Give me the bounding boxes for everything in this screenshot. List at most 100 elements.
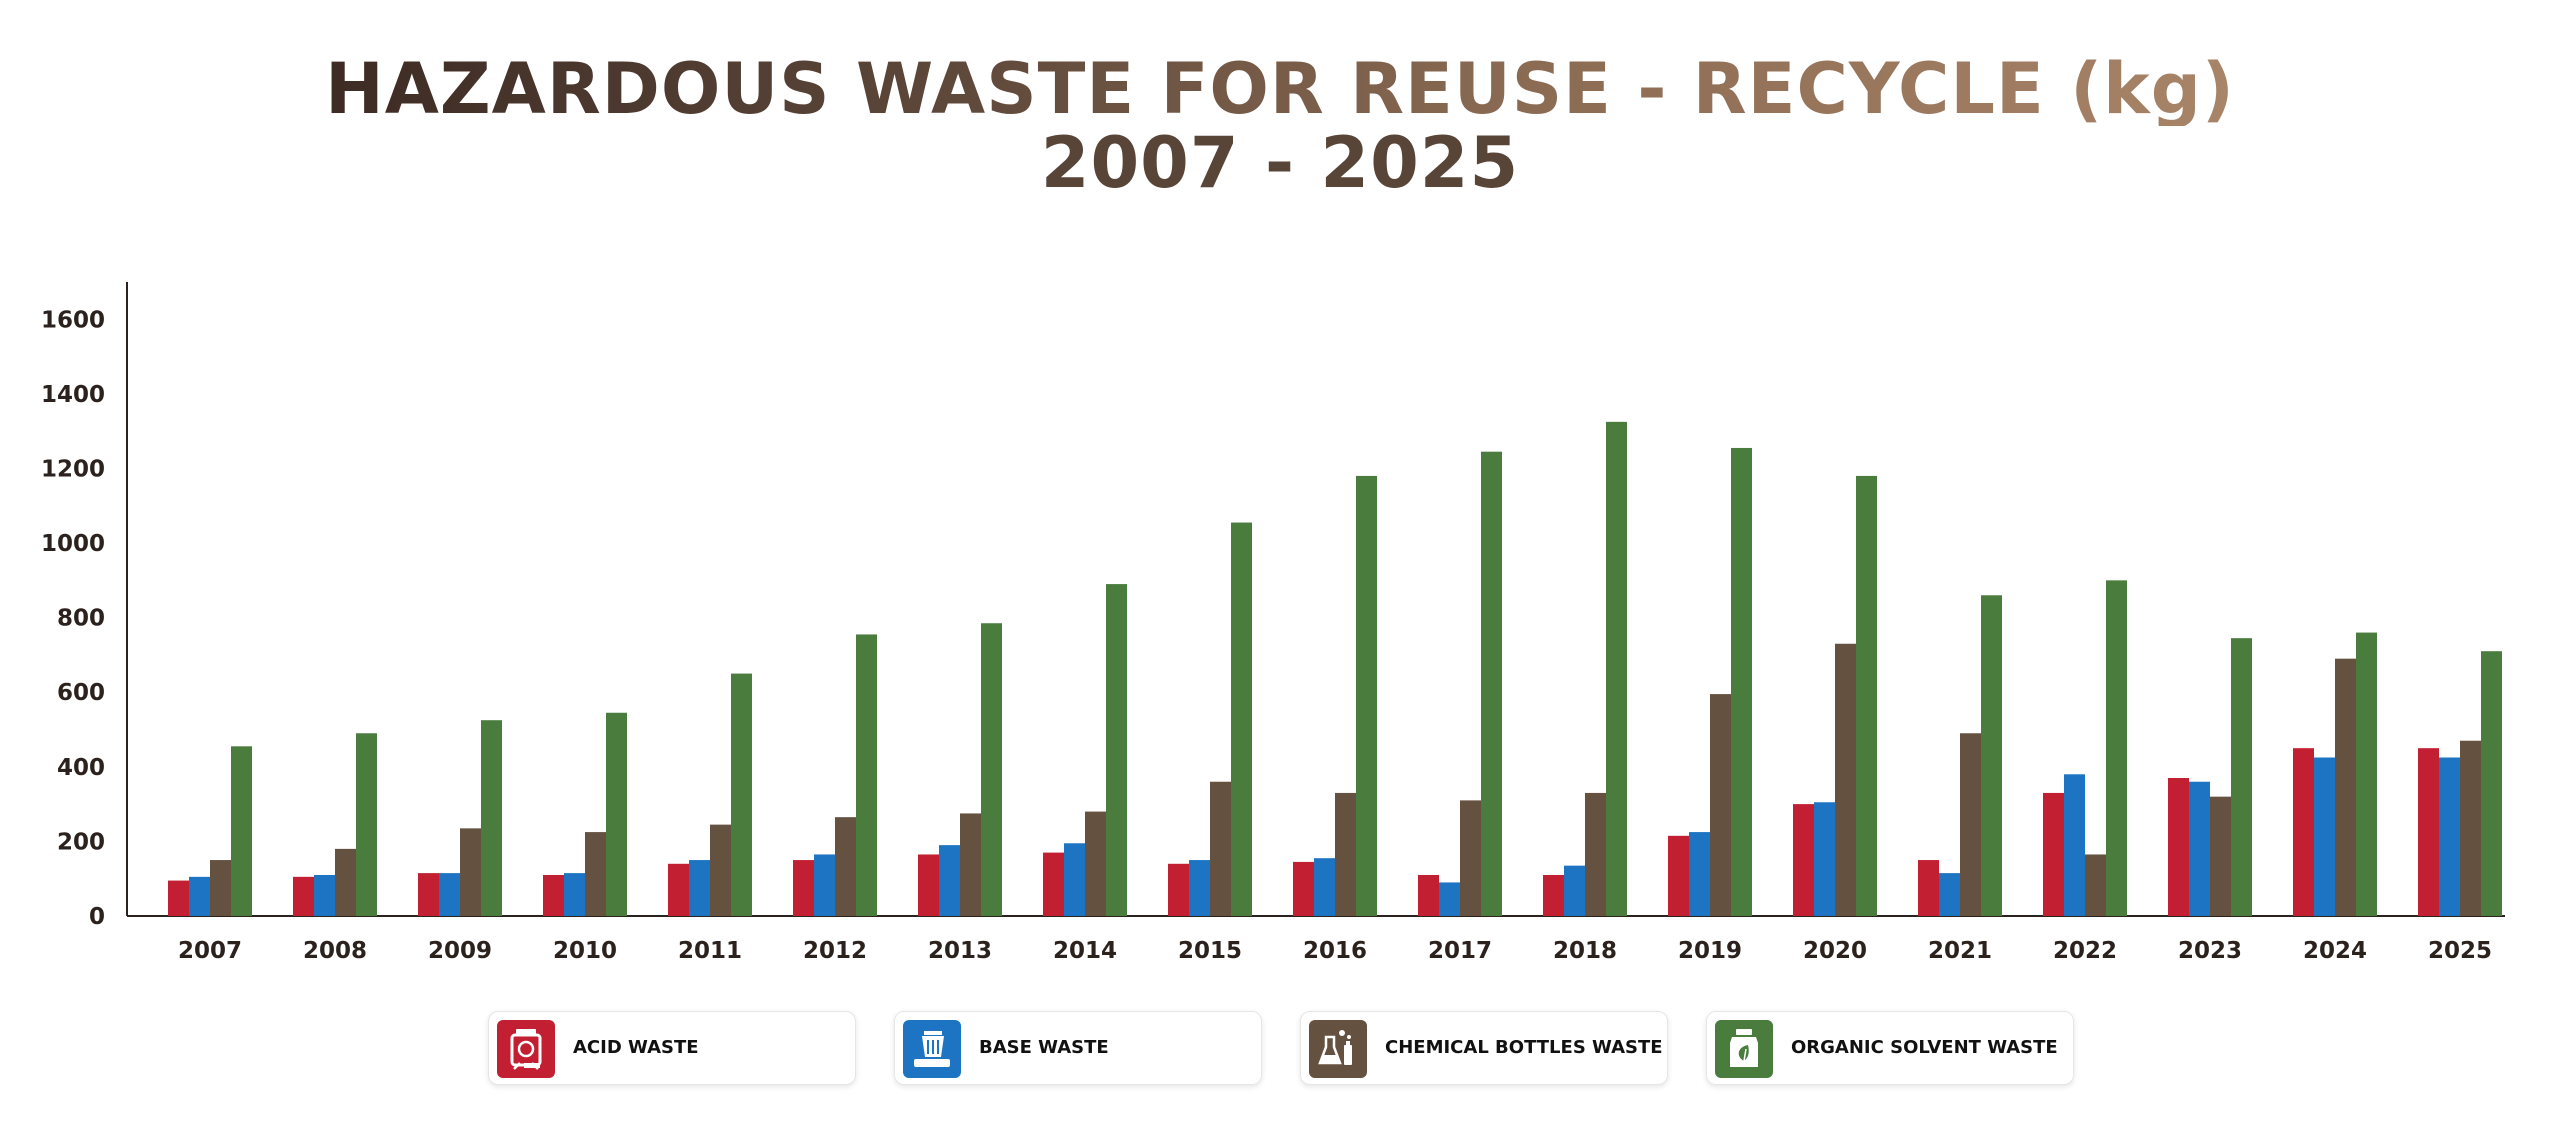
x-tick-label: 2011 [678,938,742,964]
x-tick-label: 2014 [1053,938,1117,964]
bar-base-waste-2009 [439,873,460,916]
bar-acid-waste-2014 [1043,852,1064,916]
bar-organic-solvent-waste-2020 [1856,475,1877,916]
bar-organic-solvent-waste-2011 [731,673,752,916]
legend-item-acid-waste[interactable]: ACID WASTE [488,1011,856,1085]
bar-organic-solvent-waste-2015 [1231,522,1252,916]
bar-organic-solvent-waste-2007 [231,746,252,916]
x-tick-label: 2017 [1428,938,1492,964]
bar-acid-waste-2011 [668,863,689,916]
bar-acid-waste-2018 [1543,874,1564,916]
legend-item-organic-solvent-waste[interactable]: ORGANIC SOLVENT WASTE [1706,1011,2074,1085]
bar-acid-waste-2016 [1293,861,1314,916]
bar-base-waste-2023 [2189,781,2210,916]
acid-container-icon [497,1020,555,1078]
x-tick-label: 2009 [428,938,492,964]
x-tick-label: 2021 [1928,938,1992,964]
bar-organic-solvent-waste-2022 [2106,580,2127,916]
bar-acid-waste-2017 [1418,874,1439,916]
legend-label: BASE WASTE [979,1037,1109,1058]
chemical-bottles-icon [1309,1020,1367,1078]
chart-title: HAZARDOUS WASTE FOR REUSE - RECYCLE (kg)… [0,52,2560,200]
x-tick-label: 2015 [1178,938,1242,964]
bar-base-waste-2021 [1939,873,1960,916]
bar-base-waste-2017 [1439,882,1460,916]
bar-organic-solvent-waste-2024 [2356,632,2377,916]
bar-chemical-bottles-waste-2010 [585,832,606,916]
bar-organic-solvent-waste-2017 [1481,451,1502,916]
legend-label: CHEMICAL BOTTLES WASTE [1385,1037,1663,1058]
x-tick-label: 2019 [1678,938,1742,964]
bar-acid-waste-2022 [2043,792,2064,916]
bar-chemical-bottles-waste-2012 [835,817,856,916]
bar-acid-waste-2010 [543,874,564,916]
bar-organic-solvent-waste-2008 [356,733,377,916]
y-tick-label: 1200 [41,456,105,482]
bar-acid-waste-2015 [1168,863,1189,916]
y-tick-label: 400 [57,755,105,781]
bar-base-waste-2020 [1814,802,1835,916]
bar-organic-solvent-waste-2009 [481,720,502,916]
bar-chemical-bottles-waste-2009 [460,828,481,916]
bar-chemical-bottles-waste-2021 [1960,733,1981,916]
y-tick-label: 800 [57,606,105,632]
bar-organic-solvent-waste-2018 [1606,421,1627,916]
bar-acid-waste-2024 [2293,748,2314,916]
x-tick-label: 2025 [2428,938,2492,964]
y-tick-label: 0 [89,904,105,930]
bar-organic-solvent-waste-2021 [1981,595,2002,916]
bar-acid-waste-2007 [168,880,189,916]
bar-organic-solvent-waste-2025 [2481,651,2502,916]
legend-item-chemical-bottles-waste[interactable]: CHEMICAL BOTTLES WASTE [1300,1011,1668,1085]
bar-chemical-bottles-waste-2018 [1585,792,1606,916]
bar-chemical-bottles-waste-2022 [2085,854,2106,916]
bar-organic-solvent-waste-2014 [1106,584,1127,916]
x-tick-label: 2010 [553,938,617,964]
y-axis: 0 200 400 600 800 1000 1200 1400 1600 [41,282,128,930]
bar-chemical-bottles-waste-2020 [1835,643,1856,916]
bar-organic-solvent-waste-2010 [606,712,627,916]
bar-base-waste-2025 [2439,757,2460,916]
bar-acid-waste-2013 [918,854,939,916]
bar-base-waste-2014 [1064,843,1085,916]
bar-chemical-bottles-waste-2024 [2335,658,2356,916]
bar-base-waste-2019 [1689,832,1710,916]
x-tick-label: 2016 [1303,938,1367,964]
bar-organic-solvent-waste-2023 [2231,638,2252,916]
x-tick-label: 2008 [303,938,367,964]
bar-chemical-bottles-waste-2017 [1460,800,1481,916]
bar-chemical-bottles-waste-2007 [210,860,231,916]
bar-acid-waste-2009 [418,873,439,916]
chart-title-line2: 2007 - 2025 [1040,122,1520,204]
bar-acid-waste-2019 [1668,835,1689,916]
bar-chemical-bottles-waste-2025 [2460,740,2481,916]
y-tick-label: 600 [57,680,105,706]
y-tick-label: 1400 [41,382,105,408]
x-tick-label: 2012 [803,938,867,964]
bar-chemical-bottles-waste-2011 [710,824,731,916]
bar-base-waste-2012 [814,854,835,916]
x-tick-label: 2022 [2053,938,2117,964]
bar-chemical-bottles-waste-2008 [335,848,356,916]
x-tick-label: 2007 [178,938,242,964]
bar-acid-waste-2012 [793,860,814,916]
bar-organic-solvent-waste-2016 [1356,475,1377,916]
bar-acid-waste-2008 [293,876,314,916]
x-tick-label: 2013 [928,938,992,964]
bar-base-waste-2024 [2314,757,2335,916]
bar-base-waste-2013 [939,845,960,916]
bar-acid-waste-2023 [2168,778,2189,916]
legend-label: ACID WASTE [573,1037,699,1058]
base-bin-icon [903,1020,961,1078]
chart-title-line1: HAZARDOUS WASTE FOR REUSE - RECYCLE (kg) [325,48,2235,130]
bar-chemical-bottles-waste-2019 [1710,694,1731,916]
bar-chemical-bottles-waste-2014 [1085,811,1106,916]
bar-chemical-bottles-waste-2023 [2210,796,2231,916]
solvent-jar-icon [1715,1020,1773,1078]
y-tick-label: 1000 [41,531,105,557]
bar-organic-solvent-waste-2019 [1731,447,1752,916]
legend-item-base-waste[interactable]: BASE WASTE [894,1011,1262,1085]
bar-base-waste-2007 [189,876,210,916]
